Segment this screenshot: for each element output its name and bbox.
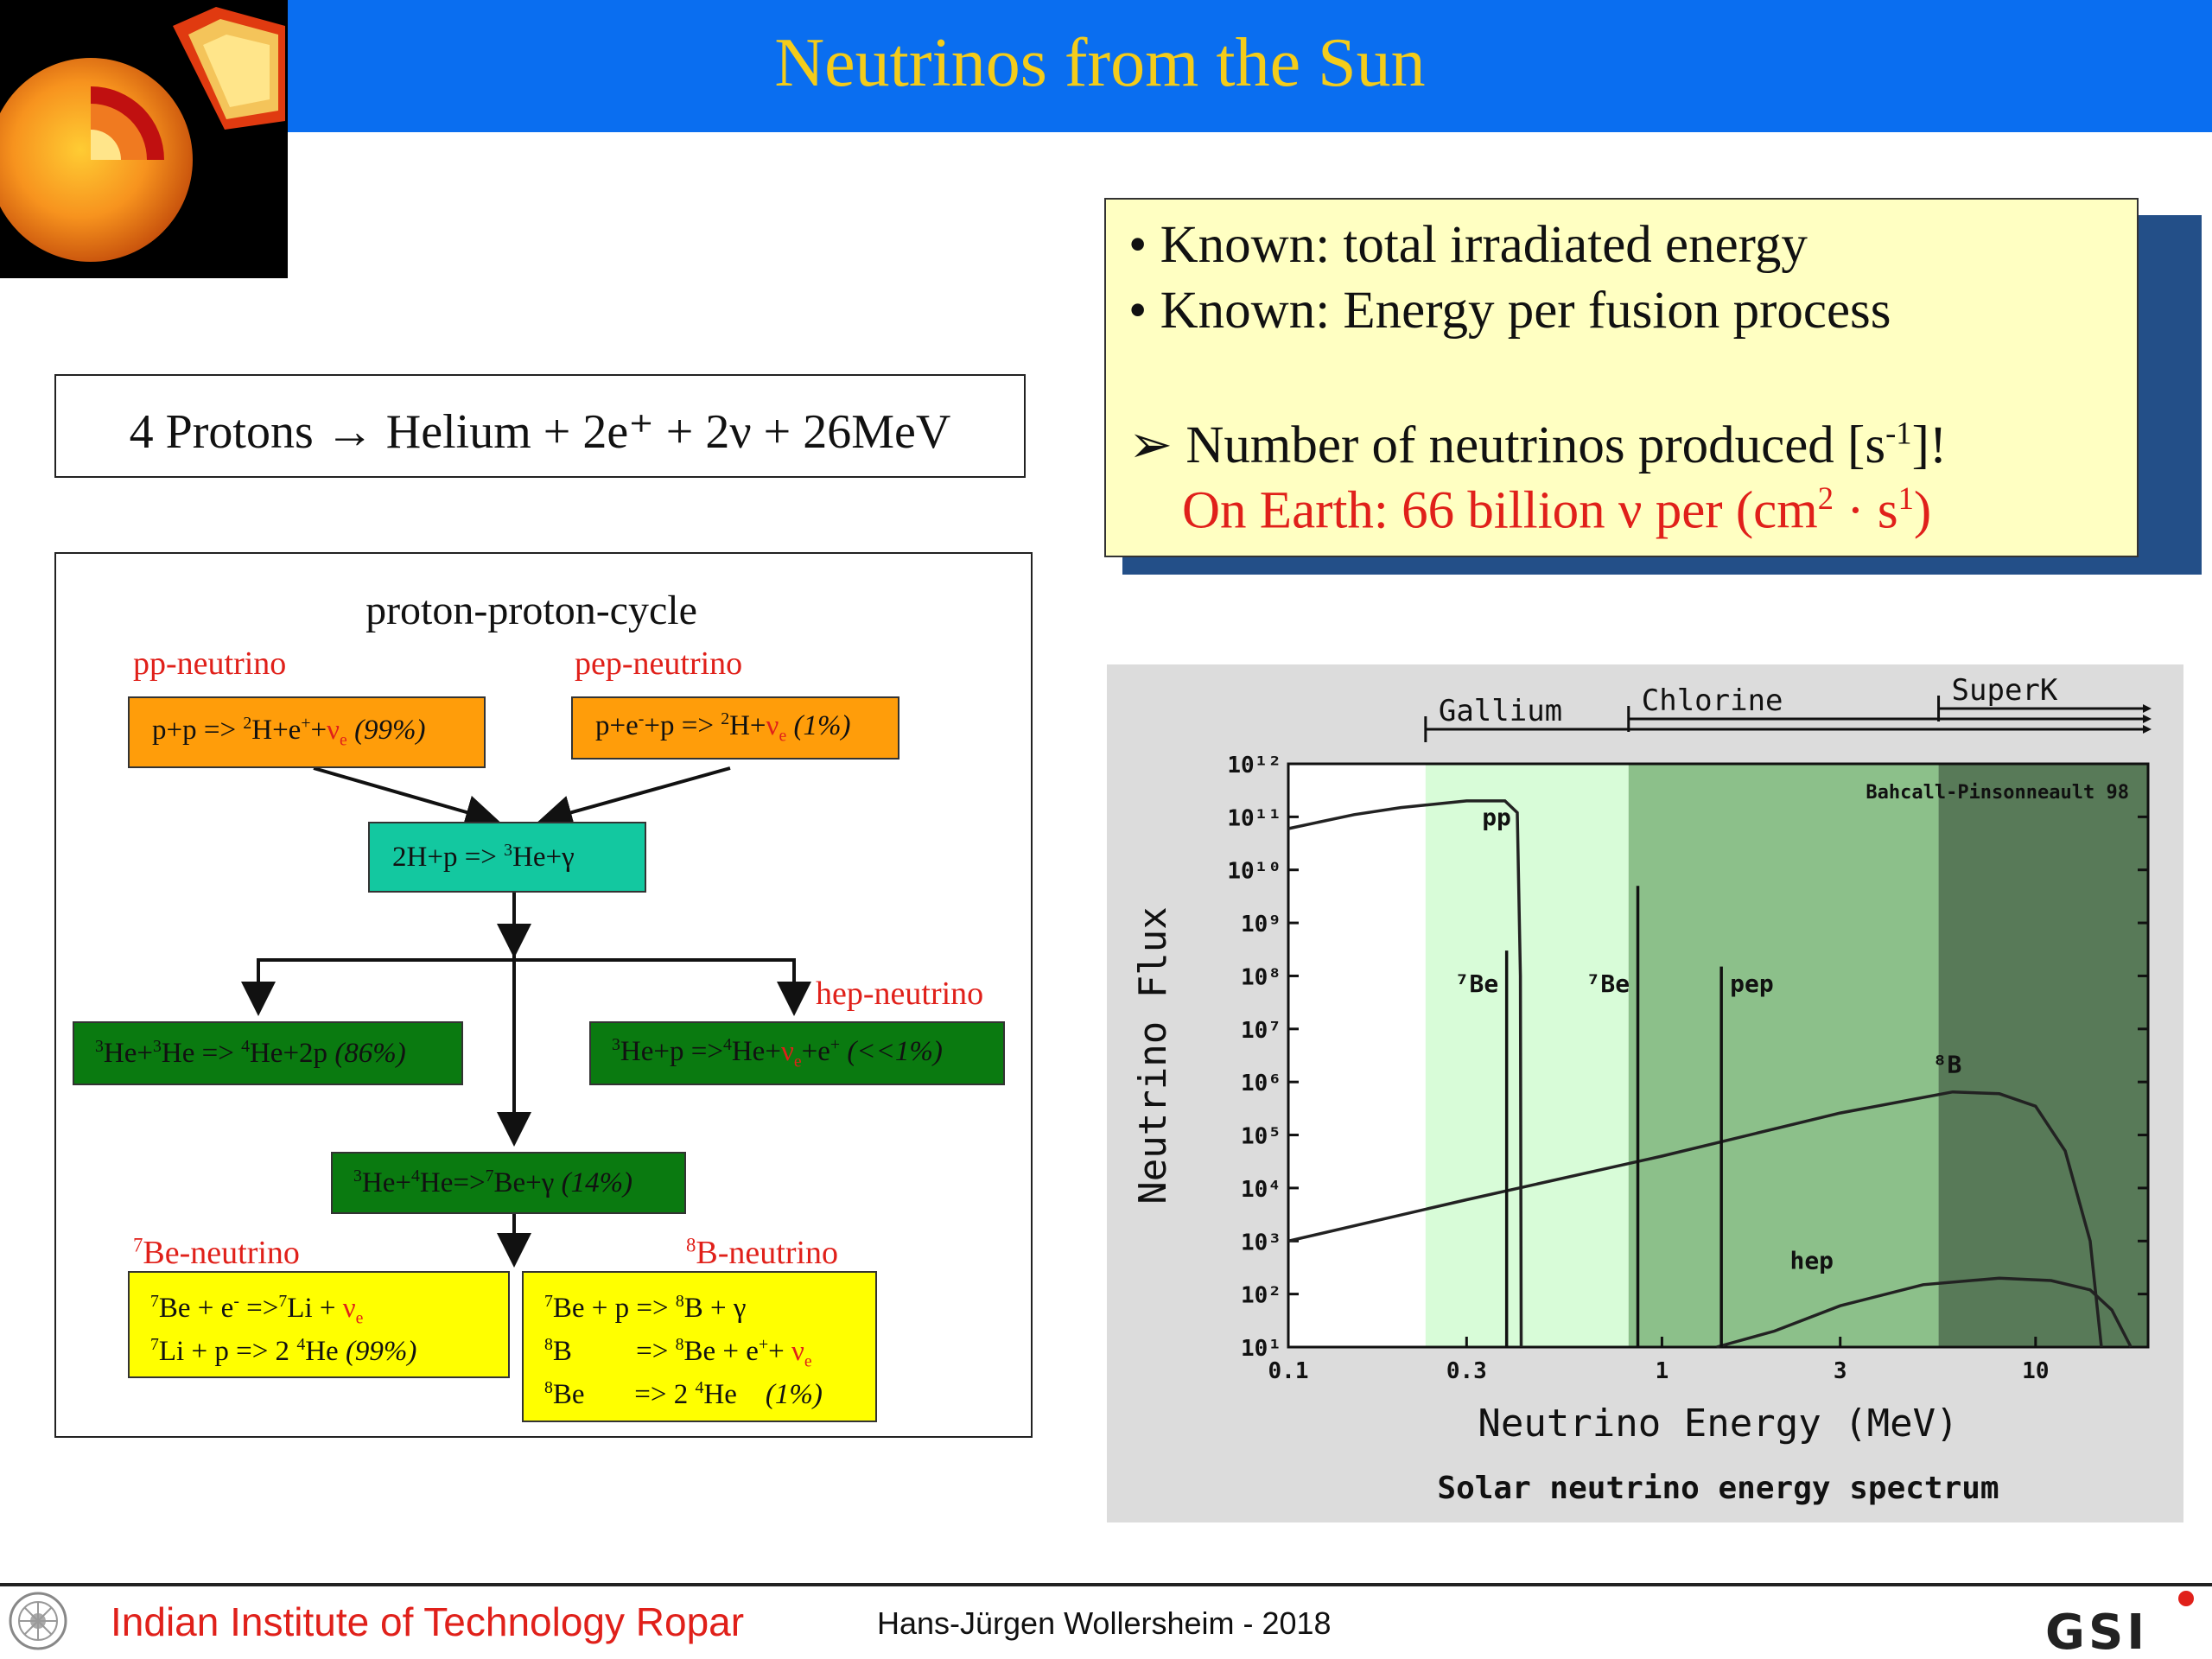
fusion-equation: 4 Protons → Helium + 2e⁺ + 2ν + 26MeV	[56, 404, 1024, 460]
he3-he3-reaction-box: 3He+3He => 4He+2p (86%)	[73, 1021, 463, 1085]
spectrum-svg: Gallium Chlorine SuperK 10¹ 10² 10³ 10⁴ 10⁵ 10⁶ 1…	[1131, 673, 2152, 1506]
info-line-1: • Known: total irradiated energy	[1128, 216, 1808, 274]
pp-cycle-arrows	[241, 766, 811, 1268]
x-tick-label: 0.3	[1446, 1358, 1487, 1384]
b8-reaction-row: 8B => 8Be + e++ νe	[544, 1335, 812, 1371]
y-tick-label: 10¹⁰	[1227, 859, 1281, 885]
pp-cycle-title: proton-proton-cycle	[365, 588, 697, 633]
chart-annotation: Bahcall-Pinsonneault 98	[1866, 782, 2129, 804]
y-tick-label: 10⁹	[1241, 912, 1281, 938]
be7-reaction-row: 7Li + p => 2 4He (99%)	[150, 1335, 417, 1367]
solar-neutrino-spectrum-chart: Gallium Chlorine SuperK 10¹ 10² 10³ 10⁴ 10⁵ 10⁶ 1…	[1107, 664, 2183, 1522]
slide-title: Neutrinos from the Sun	[774, 25, 1426, 101]
y-tick-label: 10⁶	[1241, 1071, 1281, 1096]
equation-lhs: 4 Protons	[129, 405, 314, 459]
y-tick-label: 10¹¹	[1227, 805, 1281, 831]
series-line	[1287, 799, 1523, 1348]
equation-rhs: Helium + 2e⁺ + 2ν + 26MeV	[385, 405, 951, 459]
author-year: Hans-Jürgen Wollersheim - 2018	[877, 1605, 1332, 1641]
series-label: pp	[1482, 803, 1511, 831]
detector-label: Gallium	[1439, 694, 1562, 728]
iit-ropar-seal-logo	[7, 1590, 69, 1652]
be7-reaction-row: 7Be + e- =>7Li + νe	[150, 1292, 364, 1328]
detector-region	[1425, 764, 1629, 1347]
line-spectrum-label: ⁷Be	[1455, 969, 1499, 998]
detector-region	[1938, 764, 2148, 1347]
title-bar	[0, 0, 2212, 132]
b8-reaction-row: 7Be + p => 8B + γ	[544, 1292, 747, 1324]
detector-label: Chlorine	[1642, 683, 1783, 718]
y-axis-label: Neutrino Flux	[1131, 906, 1175, 1204]
sun-cutaway-image	[0, 0, 288, 278]
series-line	[1287, 1090, 2103, 1348]
y-tick-label: 10⁷	[1241, 1018, 1281, 1044]
x-tick-label: 10	[2022, 1358, 2049, 1384]
gsi-logo-text: GSI	[2045, 1605, 2148, 1654]
line-spectrum-label: ⁷Be	[1586, 969, 1630, 998]
pp-cycle-diagram: proton-proton-cycle pp-neutrino pep-neut…	[54, 552, 1033, 1438]
y-tick-label: 10⁴	[1241, 1177, 1281, 1203]
hep-neutrino-label: hep-neutrino	[816, 976, 984, 1012]
info-line-4: On Earth: 66 billion ν per (cm2 · s1)	[1182, 480, 1932, 540]
line-spectrum-label: pep	[1730, 969, 1774, 998]
he3-p-reaction-box: 3He+p =>4He+νe+e+ (<<1%)	[589, 1021, 1005, 1085]
x-tick-label: 0.1	[1268, 1358, 1309, 1384]
detector-range-arrowhead	[2143, 725, 2152, 734]
x-axis-label: Neutrino Energy (MeV)	[1478, 1402, 1958, 1446]
institution-name: Indian Institute of Technology Ropar	[111, 1599, 745, 1644]
b8-reaction-row: 8Be => 2 4He (1%)	[544, 1378, 823, 1410]
he3-he4-reaction-box: 3He+4He=>7Be+γ (14%)	[331, 1152, 686, 1214]
info-line-2: • Known: Energy per fusion process	[1128, 282, 1891, 340]
detector-range-arrowhead	[2143, 704, 2152, 713]
y-tick-label: 10⁵	[1241, 1124, 1281, 1150]
footer-divider	[0, 1583, 2212, 1586]
be7-neutrino-label: 7Be-neutrino	[133, 1234, 300, 1271]
x-tick-label: 3	[1834, 1358, 1847, 1384]
b8-reaction-box: 7Be + p => 8B + γ 8B => 8Be + e++ νe 8Be…	[522, 1271, 877, 1422]
y-tick-label: 10³	[1241, 1230, 1281, 1255]
detector-label: SuperK	[1952, 673, 2058, 708]
series-label: ⁸B	[1933, 1050, 1962, 1078]
y-tick-label: 10¹	[1241, 1336, 1281, 1362]
detector-range-arrowhead	[2143, 715, 2152, 723]
equation-arrow: →	[325, 405, 374, 459]
pp-neutrino-label: pp-neutrino	[133, 645, 287, 682]
h2-reaction-box: 2H+p => 3He+γ	[368, 822, 646, 893]
series-line	[1716, 1276, 2133, 1349]
arrow-bullet-icon: ➢	[1128, 416, 1186, 474]
pep-neutrino-label: pep-neutrino	[575, 645, 743, 682]
pp-reaction-box: p+p => 2H+e++νe (99%)	[128, 696, 486, 768]
b8-neutrino-label: 8B-neutrino	[686, 1234, 839, 1271]
y-tick-label: 10¹²	[1227, 753, 1281, 779]
pep-reaction-box: p+e-+p => 2H+νe (1%)	[571, 696, 899, 760]
series-label: hep	[1789, 1246, 1834, 1274]
detector-region	[1628, 764, 1939, 1347]
y-tick-label: 10⁸	[1241, 964, 1281, 990]
y-tick-label: 10²	[1241, 1283, 1281, 1309]
info-line-3: ➢ Number of neutrinos produced [s-1]!	[1128, 415, 1948, 474]
info-box: • Known: total irradiated energy • Known…	[1104, 198, 2139, 557]
gsi-logo: GSI	[2044, 1588, 2199, 1659]
be7-reaction-box: 7Be + e- =>7Li + νe 7Li + p => 2 4He (99…	[128, 1271, 510, 1378]
fusion-equation-box: 4 Protons → Helium + 2e⁺ + 2ν + 26MeV	[54, 374, 1026, 478]
chart-title: Solar neutrino energy spectrum	[1437, 1471, 1999, 1506]
x-tick-label: 1	[1656, 1358, 1669, 1384]
